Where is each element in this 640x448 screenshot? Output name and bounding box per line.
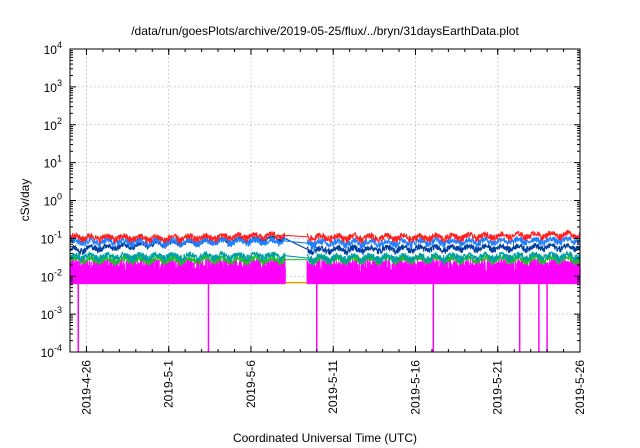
y-tick-base: 10 (41, 346, 55, 360)
y-tick-base: 10 (44, 195, 58, 209)
series-magenta (69, 258, 581, 352)
series-line (69, 229, 581, 245)
y-tick-exponent: -4 (54, 343, 62, 353)
y-tick-label: 100 (44, 192, 62, 209)
y-tick-exponent: 0 (57, 192, 62, 202)
y-tick-label: 10-1 (41, 229, 62, 246)
series-2 (69, 251, 581, 265)
y-tick-exponent: -1 (54, 229, 62, 239)
x-tick-label: 2019-5-16 (408, 360, 422, 415)
x-tick-label: 2019-5-1 (162, 360, 176, 408)
x-axis: 2019-4-26 2019-5-1 2019-5-6 2019-5-11 2019-5… (69, 49, 587, 415)
series-5 (69, 229, 581, 245)
y-tick-base: 10 (41, 270, 55, 284)
y-tick-exponent: 2 (57, 116, 62, 126)
y-tick-label: 101 (44, 154, 62, 171)
y-tick-base: 10 (44, 157, 58, 171)
x-tick-label: 2019-5-26 (573, 360, 587, 415)
x-axis-label: Coordinated Universal Time (UTC) (233, 431, 417, 445)
y-tick-base: 10 (44, 43, 58, 57)
y-tick-exponent: 4 (57, 40, 62, 50)
y-tick-label: 10-3 (41, 305, 62, 322)
y-tick-label: 102 (44, 116, 62, 133)
x-tick-label: 2019-5-21 (491, 360, 505, 415)
y-tick-exponent: 1 (57, 154, 62, 164)
y-tick-label: 104 (44, 40, 62, 57)
y-tick-label: 103 (44, 78, 62, 95)
y-tick-label: 10-2 (41, 267, 62, 284)
plot-area (69, 229, 581, 352)
y-tick-base: 10 (41, 308, 55, 322)
chart-title: /data/run/goesPlots/archive/2019-05-25/f… (131, 24, 519, 38)
x-tick-label: 2019-4-26 (79, 360, 93, 415)
series-line (69, 251, 581, 265)
y-tick-exponent: -3 (54, 305, 62, 315)
y-tick-base: 10 (44, 81, 58, 95)
y-axis-label: cSv/day (18, 179, 32, 222)
y-tick-base: 10 (44, 119, 58, 133)
y-tick-base: 10 (41, 232, 55, 246)
x-tick-label: 2019-5-6 (244, 360, 258, 408)
y-tick-label: 10-4 (41, 343, 62, 360)
y-tick-exponent: 3 (57, 78, 62, 88)
y-tick-exponent: -2 (54, 267, 62, 277)
x-tick-label: 2019-5-11 (326, 360, 340, 414)
